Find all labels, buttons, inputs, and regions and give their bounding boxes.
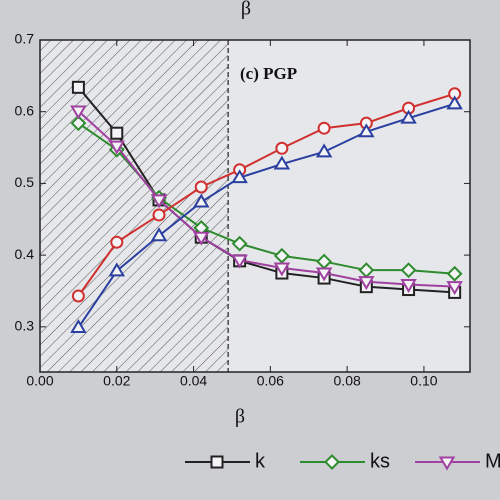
marker [273,262,291,277]
marker [231,235,248,252]
plot-frame [39,39,471,373]
marker [70,319,87,334]
legend-label: k [255,450,266,472]
marker [152,208,166,222]
legend-label: M [485,450,500,472]
marker [275,141,289,155]
y-tick-label: 0.6 [15,102,35,118]
marker [231,254,248,269]
plot: 0.00 0.02 0.04 0.06 0.08 0.10 0.3 0.4 0.5 0.6 0.7 [15,31,470,389]
marker [315,143,333,158]
y-tick-label: 0.3 [15,318,35,334]
marker [110,235,124,249]
marker [273,247,290,264]
marker [192,193,210,208]
marker [273,155,291,170]
marker [400,279,417,293]
marker [324,454,340,470]
marker [446,95,463,110]
legend: k ks M [185,450,500,472]
marker [400,109,417,124]
legend-label: ks [370,450,390,472]
marker [70,115,87,132]
top-label: β [241,0,251,20]
series-line [77,110,455,288]
x-tick-label: 0.06 [257,373,284,389]
y-tick-label: 0.5 [15,174,35,190]
marker [192,231,210,246]
x-tick-label: 0.00 [26,373,53,389]
marker [446,265,463,282]
series-line [77,102,455,329]
series-line [77,92,455,297]
marker [110,126,124,140]
x-tick-label: 0.10 [410,373,437,389]
marker [70,105,87,120]
x-tick-label: 0.04 [180,373,207,389]
marker [315,267,333,282]
marker [317,121,331,135]
x-tick-label: 0.08 [334,373,361,389]
marker [71,80,85,94]
marker [71,289,85,303]
marker [150,194,168,209]
y-tick-label: 0.7 [15,31,35,47]
marker [210,455,224,469]
marker [150,227,168,242]
annotation: (c) PGP [240,64,297,83]
marker [358,123,375,138]
y-tick-label: 0.4 [15,246,35,262]
series-line [77,86,455,294]
marker [231,169,248,184]
marker [194,180,208,194]
marker [446,281,463,296]
marker [400,262,417,279]
marker [358,276,375,291]
x-axis-label: β [235,406,245,428]
marker [438,456,456,471]
marker [108,262,126,277]
marker [108,140,126,155]
x-tick-label: 0.02 [103,373,130,389]
